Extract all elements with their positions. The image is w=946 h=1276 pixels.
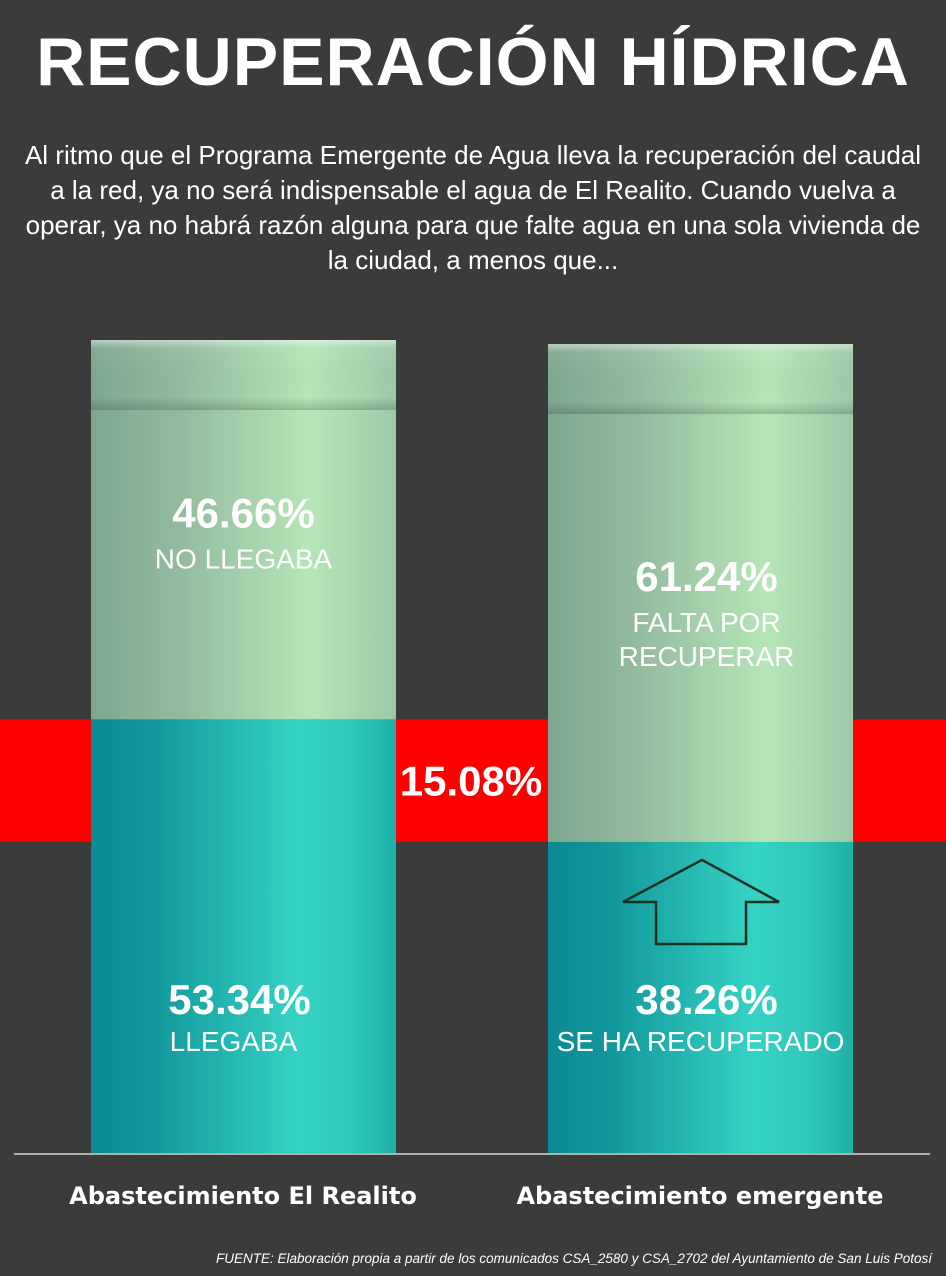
difference-label: 15.08% <box>400 758 542 805</box>
segment-label-emergente-missing-line1: FALTA POR <box>632 607 780 638</box>
segment-label-emergente-received: SE HA RECUPERADO <box>557 1026 845 1057</box>
category-label-realito: Abastecimiento El Realito <box>69 1182 417 1210</box>
category-label-emergente: Abastecimiento emergente <box>516 1182 883 1210</box>
page-title: RECUPERACIÓN HÍDRICA <box>36 24 910 100</box>
value-label-emergente-missing: 61.24% <box>635 553 777 600</box>
segment-label-emergente-missing-line2: RECUPERAR <box>619 641 795 672</box>
bar-cap-highlight <box>548 344 853 415</box>
value-label-emergente-received: 38.26% <box>635 976 777 1023</box>
bar-segment-emergente-missing <box>548 344 853 842</box>
source-note: FUENTE: Elaboración propia a partir de l… <box>216 1251 933 1266</box>
intro-text: Al ritmo que el Programa Emergente de Ag… <box>24 140 922 275</box>
segment-label-realito-missing: NO LLEGABA <box>155 544 333 575</box>
segment-label-realito-received: LLEGABA <box>170 1026 298 1057</box>
bar-segment-realito-received <box>91 719 396 1153</box>
value-label-realito-missing: 46.66% <box>172 490 314 537</box>
up-arrow-icon <box>622 858 780 946</box>
bar-segment-emergente-received <box>548 841 853 1153</box>
bar-cap-highlight <box>91 340 396 410</box>
value-label-realito-received: 53.34% <box>168 976 310 1023</box>
